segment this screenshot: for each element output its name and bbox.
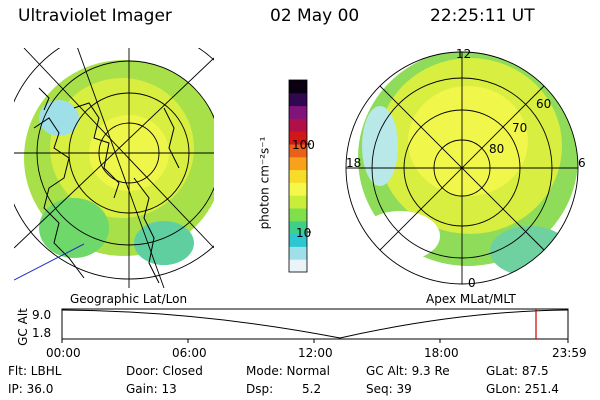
info-dsp-value: 5.2 xyxy=(302,382,322,396)
time-label: 22:25:11 UT xyxy=(430,6,535,26)
info-glat: GLat: 87.5 xyxy=(486,364,549,378)
colorbar-swatch xyxy=(289,220,307,235)
colorbar-swatch xyxy=(289,195,307,209)
right-panel-title: Apex MLat/MLT xyxy=(426,292,516,306)
colorbar xyxy=(288,79,311,273)
info-seq: Seq: 39 xyxy=(366,382,412,396)
lat-label-60: 60 xyxy=(536,97,552,111)
colorbar-swatch xyxy=(289,131,307,145)
info-flt: Flt: LBHL xyxy=(8,364,62,378)
colorbar-swatch xyxy=(289,144,307,158)
colorbar-tick-100: 100 xyxy=(292,138,315,152)
alt-xtick-0: 00:00 xyxy=(46,346,81,360)
alt-xtick-4: 23:59 xyxy=(552,346,587,360)
colorbar-swatch xyxy=(289,246,307,260)
colorbar-swatch xyxy=(289,80,307,94)
info-mode: Mode: Normal xyxy=(246,364,330,378)
info-glon: GLon: 251.4 xyxy=(486,382,559,396)
left-panel-title: Geographic Lat/Lon xyxy=(70,292,188,306)
colorbar-swatch xyxy=(289,118,307,132)
colorbar-swatch xyxy=(289,169,307,183)
alt-xtick-3: 18:00 xyxy=(424,346,459,360)
mlt-label-12: 12 xyxy=(456,47,472,61)
info-gc-alt: GC Alt: 9.3 Re xyxy=(366,364,450,378)
colorbar-swatch xyxy=(289,233,307,247)
info-dsp-label: Dsp: xyxy=(246,382,274,396)
colorbar-swatch xyxy=(289,259,307,273)
colorbar-label: photon cm⁻²s⁻¹ xyxy=(257,136,272,230)
geographic-image xyxy=(14,48,214,288)
alt-ytick-high: 9.0 xyxy=(32,308,52,322)
lat-label-70: 70 xyxy=(512,121,528,135)
alt-ylabel: GC Alt xyxy=(15,308,30,346)
colorbar-swatch xyxy=(289,182,307,196)
mlt-label-6: 6 xyxy=(578,156,586,170)
colorbar-swatch xyxy=(289,156,307,171)
instrument-title: Ultraviolet Imager xyxy=(18,6,172,26)
info-door: Door: Closed xyxy=(126,364,203,378)
mlt-label-18: 18 xyxy=(346,156,362,170)
alt-xtick-1: 06:00 xyxy=(172,346,207,360)
info-gain: Gain: 13 xyxy=(126,382,177,396)
colorbar-swatch xyxy=(289,92,307,107)
lat-label-80: 80 xyxy=(489,142,505,156)
mlt-label-0: 0 xyxy=(468,276,476,290)
alt-ytick-low: 1.8 xyxy=(32,326,52,340)
colorbar-swatch xyxy=(289,208,307,222)
info-ip: IP: 36.0 xyxy=(8,382,54,396)
altitude-plot xyxy=(61,308,569,343)
polar-image xyxy=(345,51,579,285)
date-label: 02 May 00 xyxy=(270,6,360,26)
colorbar-swatch xyxy=(289,105,307,119)
alt-xtick-2: 12:00 xyxy=(298,346,333,360)
colorbar-tick-10: 10 xyxy=(296,226,312,240)
